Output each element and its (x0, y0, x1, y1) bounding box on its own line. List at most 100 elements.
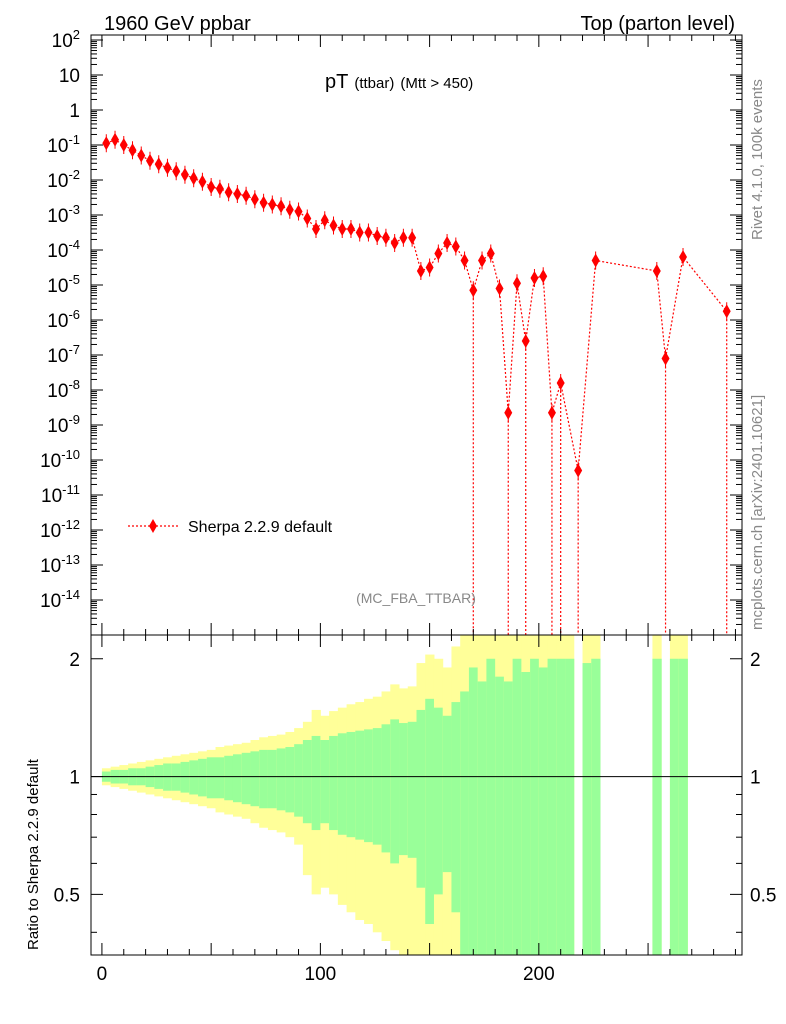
band-inner (678, 658, 688, 955)
data-point (137, 148, 146, 163)
data-point (189, 171, 198, 186)
y-tick-label: 10-3 (47, 202, 80, 227)
data-point (268, 197, 277, 212)
data-point (145, 153, 154, 168)
band-inner (503, 681, 514, 955)
ratio-panel: 0.5 0.5 1 1 2 2 0 100 200 (54, 634, 776, 985)
y-tick-label: 10-11 (41, 482, 80, 507)
band-inner (512, 658, 522, 955)
data-point (102, 136, 111, 151)
y-tick-label: 1 (69, 101, 80, 122)
data-point (539, 269, 548, 284)
y-tick-label: 10-5 (47, 272, 80, 297)
legend-label: Sherpa 2.2.9 default (188, 519, 333, 536)
band-inner (442, 715, 452, 873)
data-point (652, 264, 661, 278)
main-axis-ticks: 102 10 1 10-1 10-2 10-3 10-4 10-5 10-6 10-7 10-8 10… (40, 27, 742, 636)
y-tick-label: 10-9 (47, 412, 80, 437)
band-inner (565, 658, 575, 955)
y-tick-label: 10-13 (40, 552, 80, 577)
x-tick-label: 200 (523, 964, 555, 985)
legend: Sherpa 2.2.9 default (128, 519, 333, 536)
data-point (233, 187, 242, 201)
ratio-y-tick-label: 2 (69, 650, 80, 671)
band-inner (355, 730, 365, 840)
data-point (408, 230, 417, 245)
band-inner (556, 658, 566, 955)
data-point (259, 195, 268, 210)
band-inner (433, 707, 444, 895)
y-tick-label: 10-6 (47, 307, 80, 332)
band-inner (582, 663, 592, 955)
data-point (512, 276, 521, 291)
y-tick-label: 10-14 (40, 587, 80, 612)
data-point (128, 143, 137, 158)
band-inner (276, 748, 286, 811)
data-point (390, 236, 399, 250)
band-inner (486, 658, 496, 955)
data-point (460, 253, 469, 268)
data-point (346, 222, 355, 236)
band-inner (267, 749, 278, 809)
data-point (111, 132, 120, 147)
data-point (277, 199, 286, 214)
data-point (530, 271, 539, 285)
data-point (469, 283, 478, 298)
data-point (163, 160, 172, 175)
legend-marker (149, 519, 157, 533)
series-line (106, 139, 728, 471)
data-point (242, 188, 251, 203)
x-tick-label: 0 (97, 964, 108, 985)
data-point (722, 304, 731, 319)
analysis-tag: (MC_FBA_TTBAR) (356, 590, 476, 606)
data-point (355, 225, 364, 240)
main-panel: 102 10 1 10-1 10-2 10-3 10-4 10-5 10-6 10-7 10-8 10… (40, 27, 743, 636)
data-point (425, 260, 434, 275)
plot-title-sub: (ttbar) (354, 75, 394, 92)
data-point (373, 229, 382, 243)
band-inner (206, 757, 217, 799)
data-point (285, 202, 294, 217)
band-inner (425, 698, 435, 925)
data-point (661, 351, 670, 366)
data-point (556, 376, 565, 390)
data-point (154, 157, 163, 172)
header-left: 1960 GeV ppbar (104, 13, 251, 35)
band-inner (250, 751, 260, 807)
plot-title-cut: (Mtt > 450) (400, 75, 473, 92)
ratio-bands (101, 635, 688, 955)
data-point (679, 250, 688, 264)
data-point (495, 281, 504, 296)
data-point (215, 181, 224, 196)
ratio-y-tick-label-right: 1 (750, 768, 761, 789)
band-inner (372, 728, 383, 845)
plot-title-main: pT (325, 71, 348, 93)
data-point (172, 164, 181, 179)
band-inner (232, 754, 243, 803)
data-point (303, 211, 312, 226)
band-inner (495, 676, 505, 955)
ratio-y-tick-label-right: 2 (750, 650, 761, 671)
band-inner (215, 757, 225, 799)
x-tick-label: 100 (305, 964, 337, 985)
data-point (443, 236, 452, 250)
data-point (504, 405, 513, 420)
data-point (399, 230, 408, 245)
data-point (320, 213, 329, 228)
data-point (434, 246, 443, 261)
data-point (591, 253, 600, 268)
ratio-y-tick-label: 0.5 (54, 885, 80, 906)
data-point (547, 405, 556, 420)
data-point (416, 264, 425, 278)
y-tick-label: 10-8 (47, 377, 80, 402)
data-point (224, 185, 233, 200)
data-point (451, 239, 460, 254)
band-inner (311, 735, 321, 831)
band-inner (591, 658, 601, 955)
band-inner (180, 761, 190, 793)
band-inner (302, 740, 313, 824)
main-frame (90, 34, 743, 636)
band-inner (163, 763, 173, 791)
rivet-label: Rivet 4.1.0, 100k events (749, 79, 766, 240)
